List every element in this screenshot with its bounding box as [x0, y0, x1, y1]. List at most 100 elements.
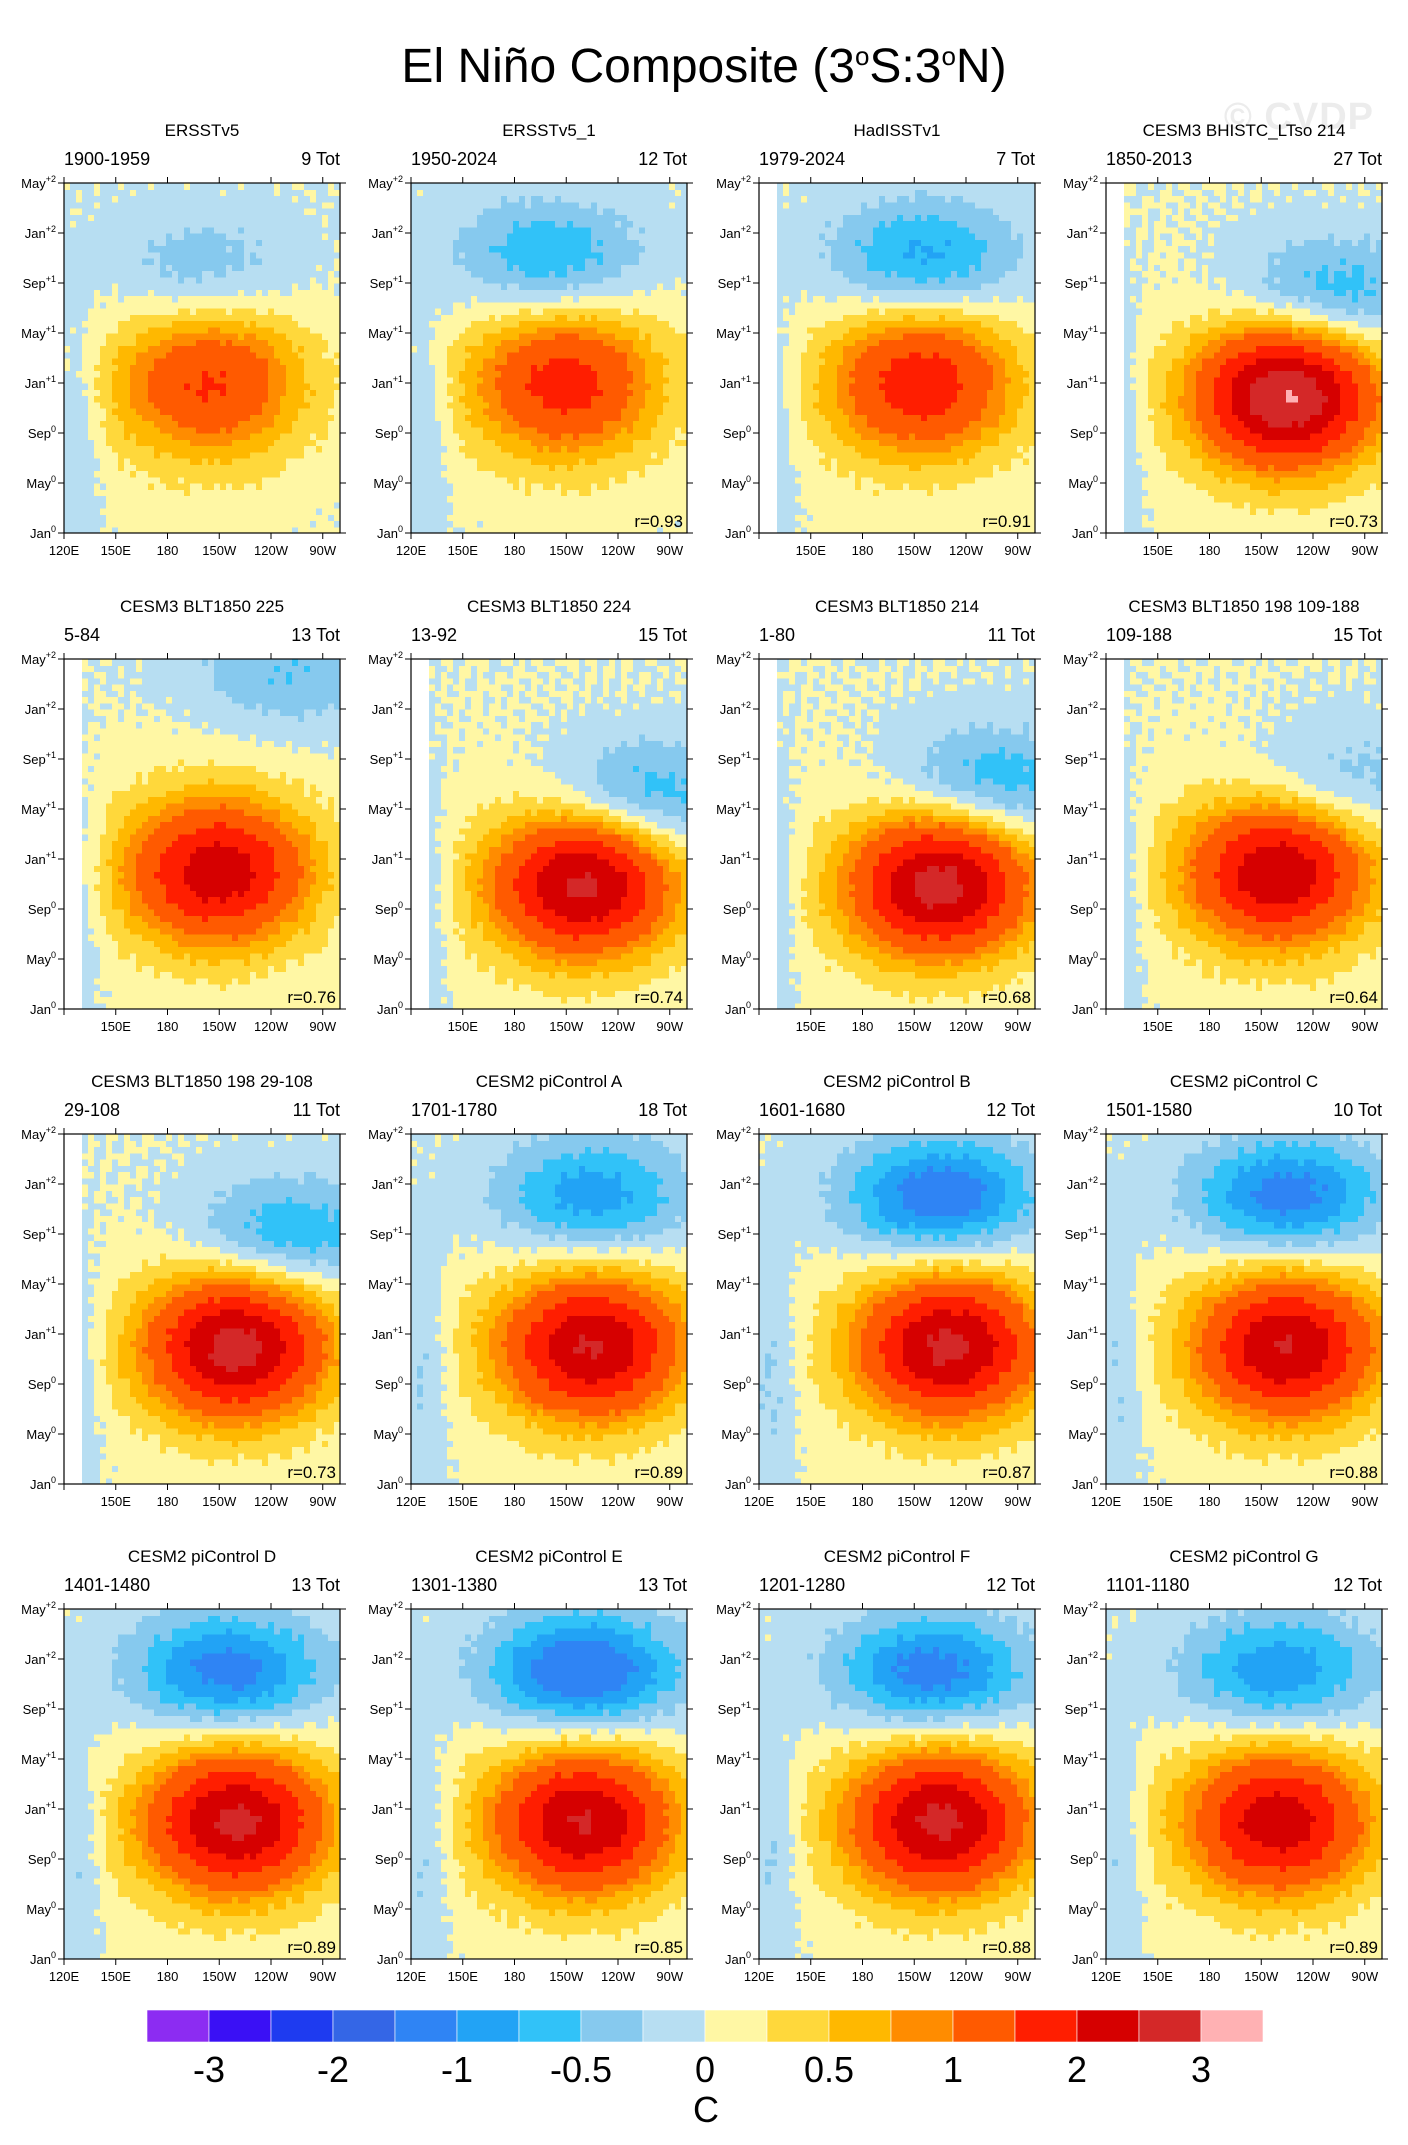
y-tick-label: Jan0	[30, 1950, 56, 1967]
y-tick-label: Jan+1	[372, 1800, 403, 1817]
plot-frame	[63, 182, 341, 534]
x-tick-label: 120W	[601, 543, 636, 558]
x-tick-label: 180	[504, 1019, 526, 1034]
panel-tot: 12 Tot	[638, 149, 687, 169]
y-tick-label: May+1	[1063, 324, 1098, 341]
x-tick-label: 120W	[949, 543, 984, 558]
x-tick-label: 150E	[101, 1494, 132, 1509]
y-tick-label: May+2	[21, 1125, 56, 1142]
y-tick-label: May+2	[716, 174, 751, 191]
y-tick-label: May+2	[716, 650, 751, 667]
panel-title: ERSSTv5	[64, 121, 340, 141]
x-tick-label: 150E	[448, 1969, 479, 1984]
correlation-label: r=0.76	[287, 988, 336, 1007]
correlation-label: r=0.73	[1329, 512, 1378, 531]
panel-period: 5-84	[64, 625, 100, 645]
y-tick-label: Sep+1	[370, 274, 403, 291]
y-tick-label: May+2	[21, 1600, 56, 1617]
y-tick-label: May+2	[1063, 1125, 1098, 1142]
colorbar-swatch	[952, 2010, 1016, 2043]
y-tick-label: Jan0	[725, 1000, 751, 1017]
x-tick-label: 90W	[309, 1494, 336, 1509]
y-tick-label: Jan0	[1072, 1000, 1098, 1017]
y-tick-label: May+2	[21, 174, 56, 191]
y-tick-label: May0	[373, 950, 403, 967]
y-tick-label: Sep0	[375, 424, 403, 441]
x-tick-label: 180	[852, 1019, 874, 1034]
plot-frame	[1105, 658, 1383, 1010]
x-tick-label: 120W	[601, 1494, 636, 1509]
x-tick-label: 150W	[202, 1019, 237, 1034]
plot-frame	[410, 1608, 688, 1960]
panel-title: CESM3 BLT1850 224	[411, 597, 687, 617]
plot-frame	[1105, 1133, 1383, 1485]
panel-plot: May+2 Jan+2 Sep+1 May+1 Jan+1 Sep0 May0 Jan0 150…	[716, 174, 1041, 558]
x-tick-label: 180	[852, 1494, 874, 1509]
y-tick-label: Sep+1	[23, 274, 56, 291]
panel-tot: 11 Tot	[293, 1100, 340, 1120]
x-tick-label: 120W	[254, 1969, 289, 1984]
watermark: © CVDP	[1224, 96, 1374, 139]
colorbar-swatch	[704, 2010, 768, 2043]
x-tick-label: 150E	[448, 1494, 479, 1509]
x-tick-label: 150E	[448, 543, 479, 558]
panel-period: 1950-2024	[411, 149, 497, 169]
x-tick-label: 120W	[1296, 1969, 1331, 1984]
panel-period: 1-80	[759, 625, 795, 645]
y-tick-label: Jan+1	[1067, 1800, 1098, 1817]
y-tick-label: Jan+2	[372, 224, 403, 241]
y-tick-label: May0	[721, 1425, 751, 1442]
plot-frame	[758, 658, 1036, 1010]
heatmap-field	[1106, 183, 1383, 534]
y-tick-label: May+1	[368, 324, 403, 341]
y-tick-label: May0	[26, 474, 56, 491]
panel-tot: 18 Tot	[638, 1100, 687, 1120]
panel-plot: May+2 Jan+2 Sep+1 May+1 Jan+1 Sep0 May0 Jan0 120…	[21, 174, 346, 558]
y-tick-label: Sep+1	[23, 750, 56, 767]
colorbar-swatch	[642, 2010, 706, 2043]
panel-tot: 15 Tot	[638, 625, 687, 645]
y-tick-label: Sep+1	[718, 750, 751, 767]
y-tick-label: Sep0	[723, 1850, 751, 1867]
heatmap-field	[1106, 1609, 1383, 1960]
x-tick-label: 90W	[1351, 543, 1378, 558]
x-tick-label: 180	[1199, 543, 1221, 558]
y-tick-label: May+1	[716, 800, 751, 817]
y-tick-label: May0	[26, 1425, 56, 1442]
y-tick-label: Jan+1	[25, 850, 56, 867]
y-tick-label: May+1	[1063, 1275, 1098, 1292]
plot-frame	[410, 1133, 688, 1485]
panel-15: CESM2 piControl F 1201-1280 12 Tot May+2 Jan…	[695, 1547, 1041, 1984]
x-tick-label: 120W	[1296, 1494, 1331, 1509]
y-tick-label: May+2	[368, 174, 403, 191]
colorbar-swatch	[147, 2010, 210, 2043]
panel-plot: May+2 Jan+2 Sep+1 May+1 Jan+1 Sep0 May0 Jan0 150…	[21, 650, 346, 1034]
panel-plot: May+2 Jan+2 Sep+1 May+1 Jan+1 Sep0 May0 Jan0 150…	[716, 650, 1041, 1034]
x-tick-label: 150W	[897, 543, 932, 558]
heatmap-field	[411, 1609, 688, 1960]
y-tick-label: Sep+1	[1065, 1225, 1098, 1242]
y-tick-label: May0	[373, 1900, 403, 1917]
x-tick-label: 120W	[949, 1019, 984, 1034]
heatmap-field	[759, 1134, 1036, 1485]
correlation-label: r=0.89	[287, 1938, 336, 1957]
plot-frame	[63, 658, 341, 1010]
y-tick-label: Jan+2	[25, 700, 56, 717]
y-tick-label: Jan+2	[25, 224, 56, 241]
x-tick-label: 150W	[549, 543, 584, 558]
y-tick-label: Sep+1	[1065, 1700, 1098, 1717]
y-tick-label: Jan+2	[1067, 224, 1098, 241]
colorbar-unit: C	[693, 2088, 719, 2132]
y-tick-label: Jan+2	[720, 1175, 751, 1192]
correlation-label: r=0.88	[1329, 1463, 1378, 1482]
panel-period: 1850-2013	[1106, 149, 1192, 169]
heatmap-field	[759, 659, 1036, 1010]
y-tick-label: Jan+2	[720, 224, 751, 241]
panel-plot: May+2 Jan+2 Sep+1 May+1 Jan+1 Sep0 May0 Jan0 120…	[21, 1600, 346, 1984]
y-tick-label: Jan0	[30, 1000, 56, 1017]
panel-period: 1900-1959	[64, 149, 150, 169]
heatmap-field	[64, 183, 341, 534]
heatmap-field	[64, 1609, 341, 1960]
y-tick-label: Jan+1	[372, 374, 403, 391]
panel-plot: May+2 Jan+2 Sep+1 May+1 Jan+1 Sep0 May0 Jan0 120…	[368, 174, 693, 558]
